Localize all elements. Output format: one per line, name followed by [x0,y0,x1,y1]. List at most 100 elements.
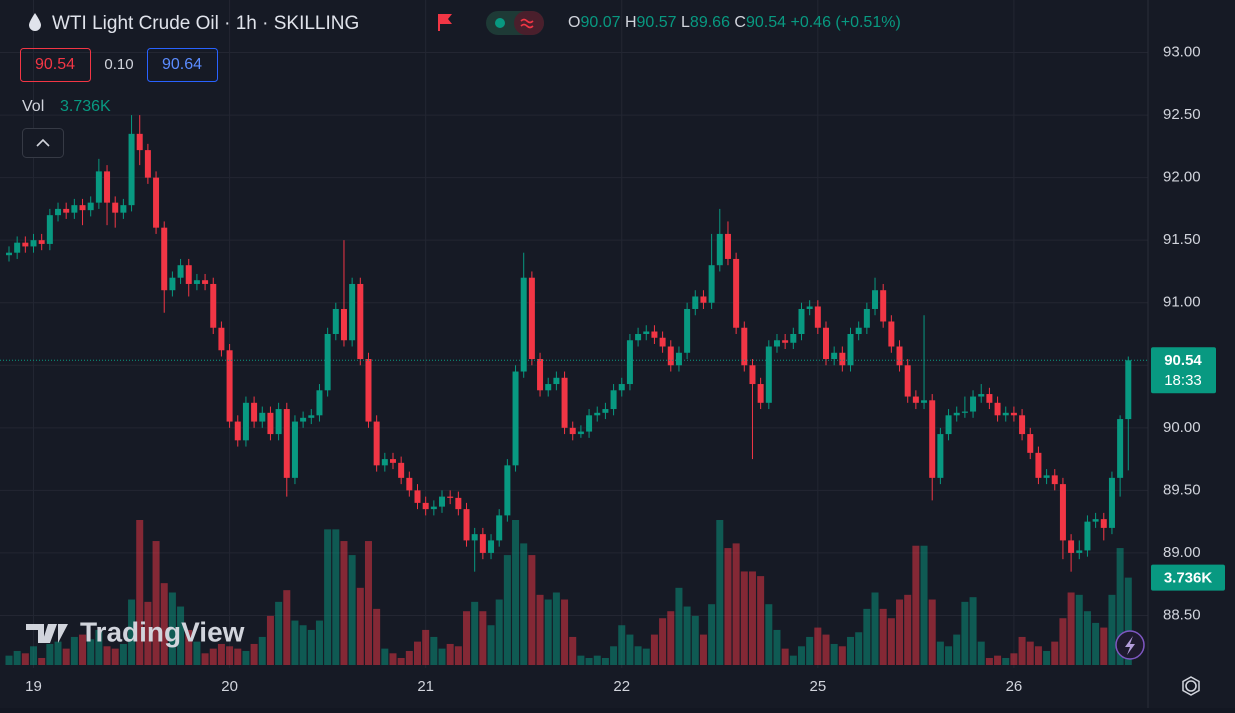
volume-bar [748,571,756,665]
volume-bar [536,594,544,665]
candle-body [586,415,593,432]
volume-bar [463,611,471,665]
volume-bar [62,648,70,665]
spread: 0.10 [104,56,133,73]
volume-bar [103,646,111,665]
candle-body [242,402,249,441]
volume-bar [438,648,446,665]
volume-bar [479,611,487,665]
candle-body [349,283,356,341]
ask-box[interactable] [147,48,218,82]
candle-body [300,417,307,422]
candle-body [757,384,764,403]
candle-body [46,215,53,244]
candle-body [488,540,495,553]
candle-body [389,459,396,463]
volume-bar [275,601,283,665]
volume-bar [315,620,323,665]
y-tick-label: 91.00 [1163,294,1201,311]
volume-bar [773,629,781,665]
volume-bar [936,641,944,665]
volume-bar [503,555,511,665]
volume-bar [544,599,552,665]
candle-body [226,350,233,422]
collapse-button[interactable] [22,128,64,158]
candle-body [1059,484,1066,541]
candle-body [953,412,960,416]
volume-bar [250,643,258,665]
candle-body [504,465,511,516]
volume-bar [724,548,732,665]
flag-icon[interactable] [438,14,452,31]
volume-bar [969,597,977,665]
settings-icon[interactable] [1185,680,1197,692]
volume-bar [879,608,887,665]
volume-bar [610,646,618,665]
volume-bar [732,543,740,665]
volume-bar [79,634,87,665]
candle-body [765,346,772,403]
price-tag [1151,347,1216,394]
candle-body [610,390,617,410]
volume-bar [1075,594,1083,665]
candle-body [912,396,919,403]
x-tick-label: 21 [417,678,434,695]
ask: 90.64 [162,56,202,73]
volume-bar [13,650,21,665]
candle-body [675,352,682,366]
volume-bar [757,576,765,665]
candle-body [22,242,29,247]
candle-body [1019,415,1026,435]
volume-bar [512,520,520,665]
candle-body [365,359,372,422]
y-tick-label: 90.00 [1163,419,1201,436]
ohlc-letter: H [625,14,637,31]
candle-body [545,384,552,391]
candle-body [455,497,462,510]
candle-body [823,327,829,360]
volume-bar [577,655,585,665]
candle-body [463,509,470,541]
candle-body [144,150,151,178]
candle-body [1010,412,1017,416]
candle-body [161,227,168,291]
candle-body [291,421,298,478]
volume-bar [985,657,993,665]
candle-body [904,365,911,397]
volume-bar [863,608,871,665]
candle-body [316,390,323,416]
candle-body [202,280,209,284]
bid-box[interactable] [20,48,91,82]
volume-bar [373,608,381,665]
candle-body [185,265,192,284]
volume-bar [822,634,830,665]
volume-layer [5,520,1132,665]
volume-bar [1051,641,1059,665]
volume-bar [601,657,609,665]
volume-bar [847,636,855,665]
candle-body [234,421,241,441]
candle-body [594,412,601,416]
volume-bar [1108,594,1116,665]
candle-body [447,496,454,498]
volume-bar [953,634,961,665]
candle-body [479,534,486,553]
candle-body [193,280,200,284]
candle-body [324,334,331,391]
candle-body [970,396,977,412]
volume-tag [1151,564,1225,591]
volume-bar [561,599,569,665]
volume-bar [1034,646,1042,665]
candle-body [692,296,699,309]
ohlc-value: 90.57 [637,14,677,31]
candle-body [1084,521,1091,551]
x-tick-label: 25 [809,678,826,695]
candle-body [937,434,944,478]
volume-bar [177,606,185,665]
ohlc-letter: C [734,14,746,31]
volume-bar [1002,657,1010,665]
volume-bar [356,587,364,665]
volume-bar [95,629,103,665]
candle-body [602,409,609,413]
